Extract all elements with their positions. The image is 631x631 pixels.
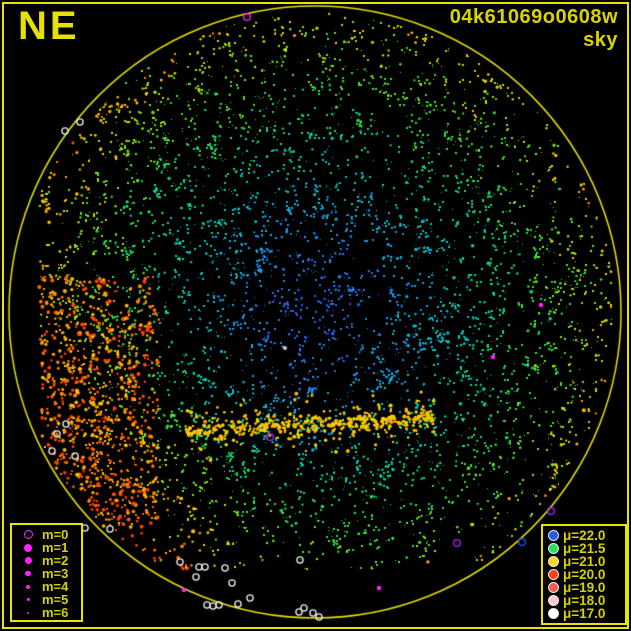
mu-legend-row: μ=17.0 — [548, 606, 625, 621]
m-legend-label: m=1 — [42, 540, 69, 555]
title-block: 04k61069o0608w sky — [450, 6, 618, 52]
m-legend-label: m=0 — [42, 527, 69, 542]
m-magnitude-legend: m=0 m=1 m=2 m=3 m=4 m=5 m=6 — [10, 523, 83, 622]
mu-marker-icon — [548, 608, 559, 619]
mu-marker-icon — [548, 595, 559, 606]
m-marker-icon — [18, 584, 38, 589]
mu-marker-icon — [548, 582, 559, 593]
m-marker-icon — [18, 530, 38, 539]
m-marker-icon — [18, 598, 38, 601]
mu-marker-icon — [548, 569, 559, 580]
m-legend-row: m=0 — [18, 527, 81, 542]
m-legend-row: m=4 — [18, 579, 81, 594]
mu-legend-label: μ=22.0 — [563, 528, 606, 543]
m-marker-icon — [18, 543, 38, 552]
mu-depth-legend: μ=22.0 μ=21.5 μ=21.0 μ=20.0 μ=19.0 μ=18.0 μ=17… — [541, 524, 627, 625]
m-marker-icon — [18, 570, 38, 577]
m-marker-icon — [18, 557, 38, 564]
plot-title: 04k61069o0608w — [449, 6, 618, 28]
m-legend-label: m=5 — [42, 592, 69, 607]
m-legend-label: m=3 — [42, 566, 69, 581]
mu-legend-row: μ=22.0 — [548, 528, 625, 543]
field-direction-label: NE — [18, 4, 80, 48]
mu-legend-label: μ=17.0 — [563, 606, 606, 621]
mu-legend-label: μ=18.0 — [563, 593, 606, 608]
mu-legend-row: μ=19.0 — [548, 580, 625, 595]
m-legend-row: m=6 — [18, 605, 81, 620]
mu-legend-label: μ=19.0 — [563, 580, 606, 595]
mu-legend-label: μ=21.0 — [563, 554, 606, 569]
mu-legend-row: μ=20.0 — [548, 567, 625, 582]
mu-legend-row: μ=18.0 — [548, 593, 625, 608]
m-legend-label: m=4 — [42, 579, 69, 594]
mu-marker-icon — [548, 556, 559, 567]
mu-legend-row: μ=21.0 — [548, 554, 625, 569]
mu-legend-label: μ=20.0 — [563, 567, 606, 582]
m-legend-label: m=2 — [42, 553, 69, 568]
mu-legend-label: μ=21.5 — [563, 541, 606, 556]
m-legend-row: m=3 — [18, 566, 81, 581]
mu-marker-icon — [548, 543, 559, 554]
mu-marker-icon — [548, 530, 559, 541]
plot-subtitle: sky — [583, 29, 618, 51]
m-legend-row: m=1 — [18, 540, 81, 555]
m-legend-row: m=5 — [18, 592, 81, 607]
m-legend-label: m=6 — [42, 605, 69, 620]
mu-legend-row: μ=21.5 — [548, 541, 625, 556]
m-marker-icon — [18, 611, 38, 614]
m-legend-row: m=2 — [18, 553, 81, 568]
